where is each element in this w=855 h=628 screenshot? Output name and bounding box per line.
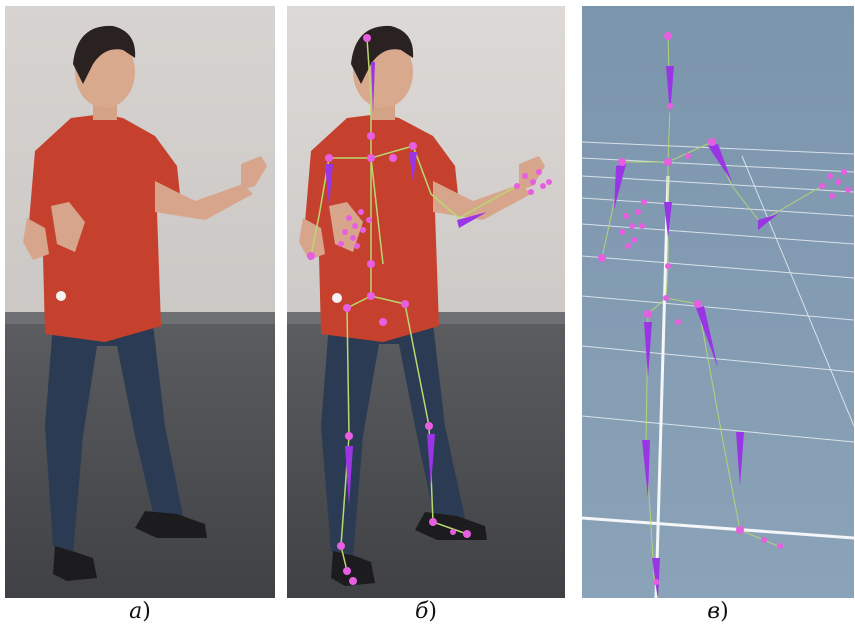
caption-c-paren: ): [720, 599, 729, 624]
skeleton-3d-bone-markers: [614, 66, 778, 598]
caption-a-paren: ): [142, 599, 151, 624]
skeleton-3d-joints: [598, 32, 851, 585]
photo-panel-a: [5, 6, 275, 598]
person-photo-with-skeleton: [287, 6, 565, 598]
floor-axis-vertical: [654, 175, 670, 598]
caption-a: а): [5, 598, 275, 626]
skeleton-3d-viewport-panel-c: [582, 6, 854, 598]
person-photo: [5, 6, 275, 598]
caption-a-letter: а: [129, 599, 143, 624]
caption-c-letter: в: [707, 599, 721, 624]
caption-b-paren: ): [428, 599, 438, 624]
floor-axis-x: [582, 516, 854, 540]
caption-b: б): [287, 598, 565, 626]
caption-b-letter: б: [414, 599, 429, 624]
skeleton-3d-view: [582, 6, 854, 598]
skeleton-joints: [307, 34, 552, 585]
photo-skeleton-panel-b: [287, 6, 565, 598]
caption-c: в): [582, 598, 854, 626]
skeleton-bone-markers: [325, 62, 487, 506]
